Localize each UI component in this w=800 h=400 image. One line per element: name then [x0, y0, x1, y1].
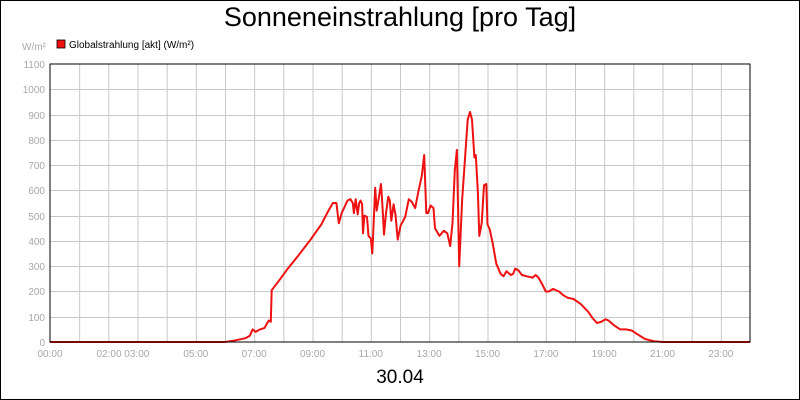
x-tick-label: 11:00	[359, 349, 384, 360]
y-tick-label: 1100	[23, 60, 45, 71]
chart-title: Sonneneinstrahlung [pro Tag]	[223, 2, 577, 32]
x-tick-label: 13:00	[417, 349, 442, 360]
y-tick-label: 200	[28, 287, 45, 298]
x-tick-label: 00:00	[37, 349, 62, 360]
y-tick-label: 800	[28, 136, 45, 147]
x-tick-label: 07:00	[242, 349, 267, 360]
tick-labels: 0 100 200 300 400 500 600 700 800 900 1000 1100 00:0…	[23, 60, 734, 360]
y-tick-label: 600	[28, 186, 45, 197]
y-tick-label: 100	[28, 313, 45, 324]
grid-lines	[50, 64, 750, 342]
y-tick-label: 0	[39, 338, 45, 349]
date-label: 30.04	[376, 367, 424, 388]
x-tick-label: 05:00	[183, 349, 208, 360]
x-tick-label: 09:00	[300, 349, 325, 360]
series-line	[50, 111, 750, 343]
y-tick-label: 500	[28, 212, 45, 223]
y-tick-label: 700	[28, 161, 45, 172]
y-tick-label: 400	[28, 237, 45, 248]
x-tick-label: 02:00 03:00	[97, 349, 150, 360]
x-tick-label: 23:00	[708, 349, 733, 360]
y-tick-label: 900	[28, 111, 45, 122]
series-lines	[50, 111, 750, 343]
legend: Globalstrahlung [akt] (W/m²)	[56, 39, 194, 51]
plot-area-border	[49, 63, 751, 343]
y-tick-label: 300	[28, 262, 45, 273]
legend-label: Globalstrahlung [akt] (W/m²)	[69, 40, 194, 51]
y-tick-label: 1000	[23, 85, 46, 96]
x-tick-label: 19:00	[592, 349, 617, 360]
y-unit-label: W/m²	[22, 42, 47, 53]
x-tick-label: 21:00	[650, 349, 675, 360]
legend-swatch	[56, 39, 66, 49]
x-tick-label: 17:00	[533, 349, 558, 360]
x-tick-label: 15:00	[475, 349, 500, 360]
